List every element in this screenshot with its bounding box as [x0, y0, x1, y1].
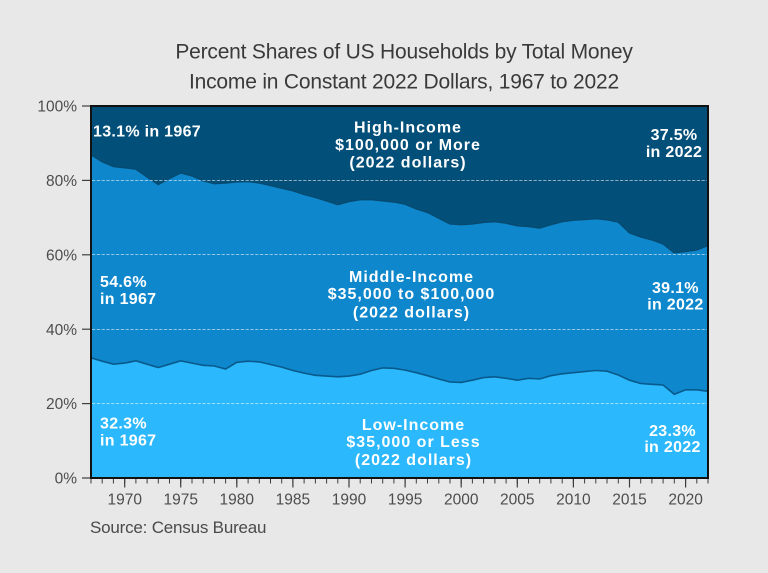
svg-text:in 2022: in 2022: [647, 296, 703, 313]
svg-text:2015: 2015: [612, 492, 646, 509]
svg-text:1995: 1995: [388, 492, 422, 509]
svg-text:High-Income: High-Income: [354, 119, 462, 136]
svg-text:54.6%: 54.6%: [100, 274, 147, 291]
svg-text:in 1967: in 1967: [100, 291, 156, 308]
svg-text:$35,000 or Less: $35,000 or Less: [346, 434, 480, 451]
svg-text:$100,000 or More: $100,000 or More: [335, 137, 481, 154]
svg-text:20%: 20%: [46, 396, 77, 413]
svg-text:Income in Constant 2022 Dollar: Income in Constant 2022 Dollars, 1967 to…: [189, 71, 619, 94]
svg-text:2005: 2005: [500, 492, 534, 509]
svg-text:Percent Shares of US Household: Percent Shares of US Households by Total…: [175, 41, 633, 64]
svg-text:in 2022: in 2022: [646, 144, 702, 161]
svg-text:23.3%: 23.3%: [649, 423, 696, 440]
svg-text:in 2022: in 2022: [644, 439, 700, 456]
svg-text:2020: 2020: [668, 492, 703, 509]
svg-text:$35,000 to $100,000: $35,000 to $100,000: [328, 286, 496, 303]
svg-text:2000: 2000: [444, 492, 479, 509]
svg-text:(2022 dollars): (2022 dollars): [355, 452, 472, 469]
svg-text:40%: 40%: [46, 322, 77, 339]
svg-text:1990: 1990: [332, 492, 367, 509]
svg-text:100%: 100%: [37, 99, 77, 116]
svg-text:1970: 1970: [107, 492, 142, 509]
svg-text:in 1967: in 1967: [100, 433, 156, 450]
svg-text:80%: 80%: [46, 173, 77, 190]
svg-text:1985: 1985: [276, 492, 310, 509]
svg-text:37.5%: 37.5%: [651, 127, 698, 144]
svg-text:(2022 dollars): (2022 dollars): [353, 305, 470, 322]
svg-text:32.3%: 32.3%: [100, 416, 147, 433]
svg-text:0%: 0%: [55, 471, 78, 488]
svg-text:39.1%: 39.1%: [652, 280, 699, 297]
svg-text:Middle-Income: Middle-Income: [349, 269, 474, 286]
svg-text:60%: 60%: [46, 247, 77, 264]
svg-text:1980: 1980: [220, 492, 255, 509]
svg-text:Low-Income: Low-Income: [362, 417, 465, 434]
svg-text:(2022 dollars): (2022 dollars): [349, 154, 466, 171]
svg-text:13.1% in 1967: 13.1% in 1967: [93, 124, 201, 141]
svg-text:1975: 1975: [163, 492, 197, 509]
svg-text:2010: 2010: [556, 492, 591, 509]
svg-text:Source: Census Bureau: Source: Census Bureau: [90, 518, 266, 537]
